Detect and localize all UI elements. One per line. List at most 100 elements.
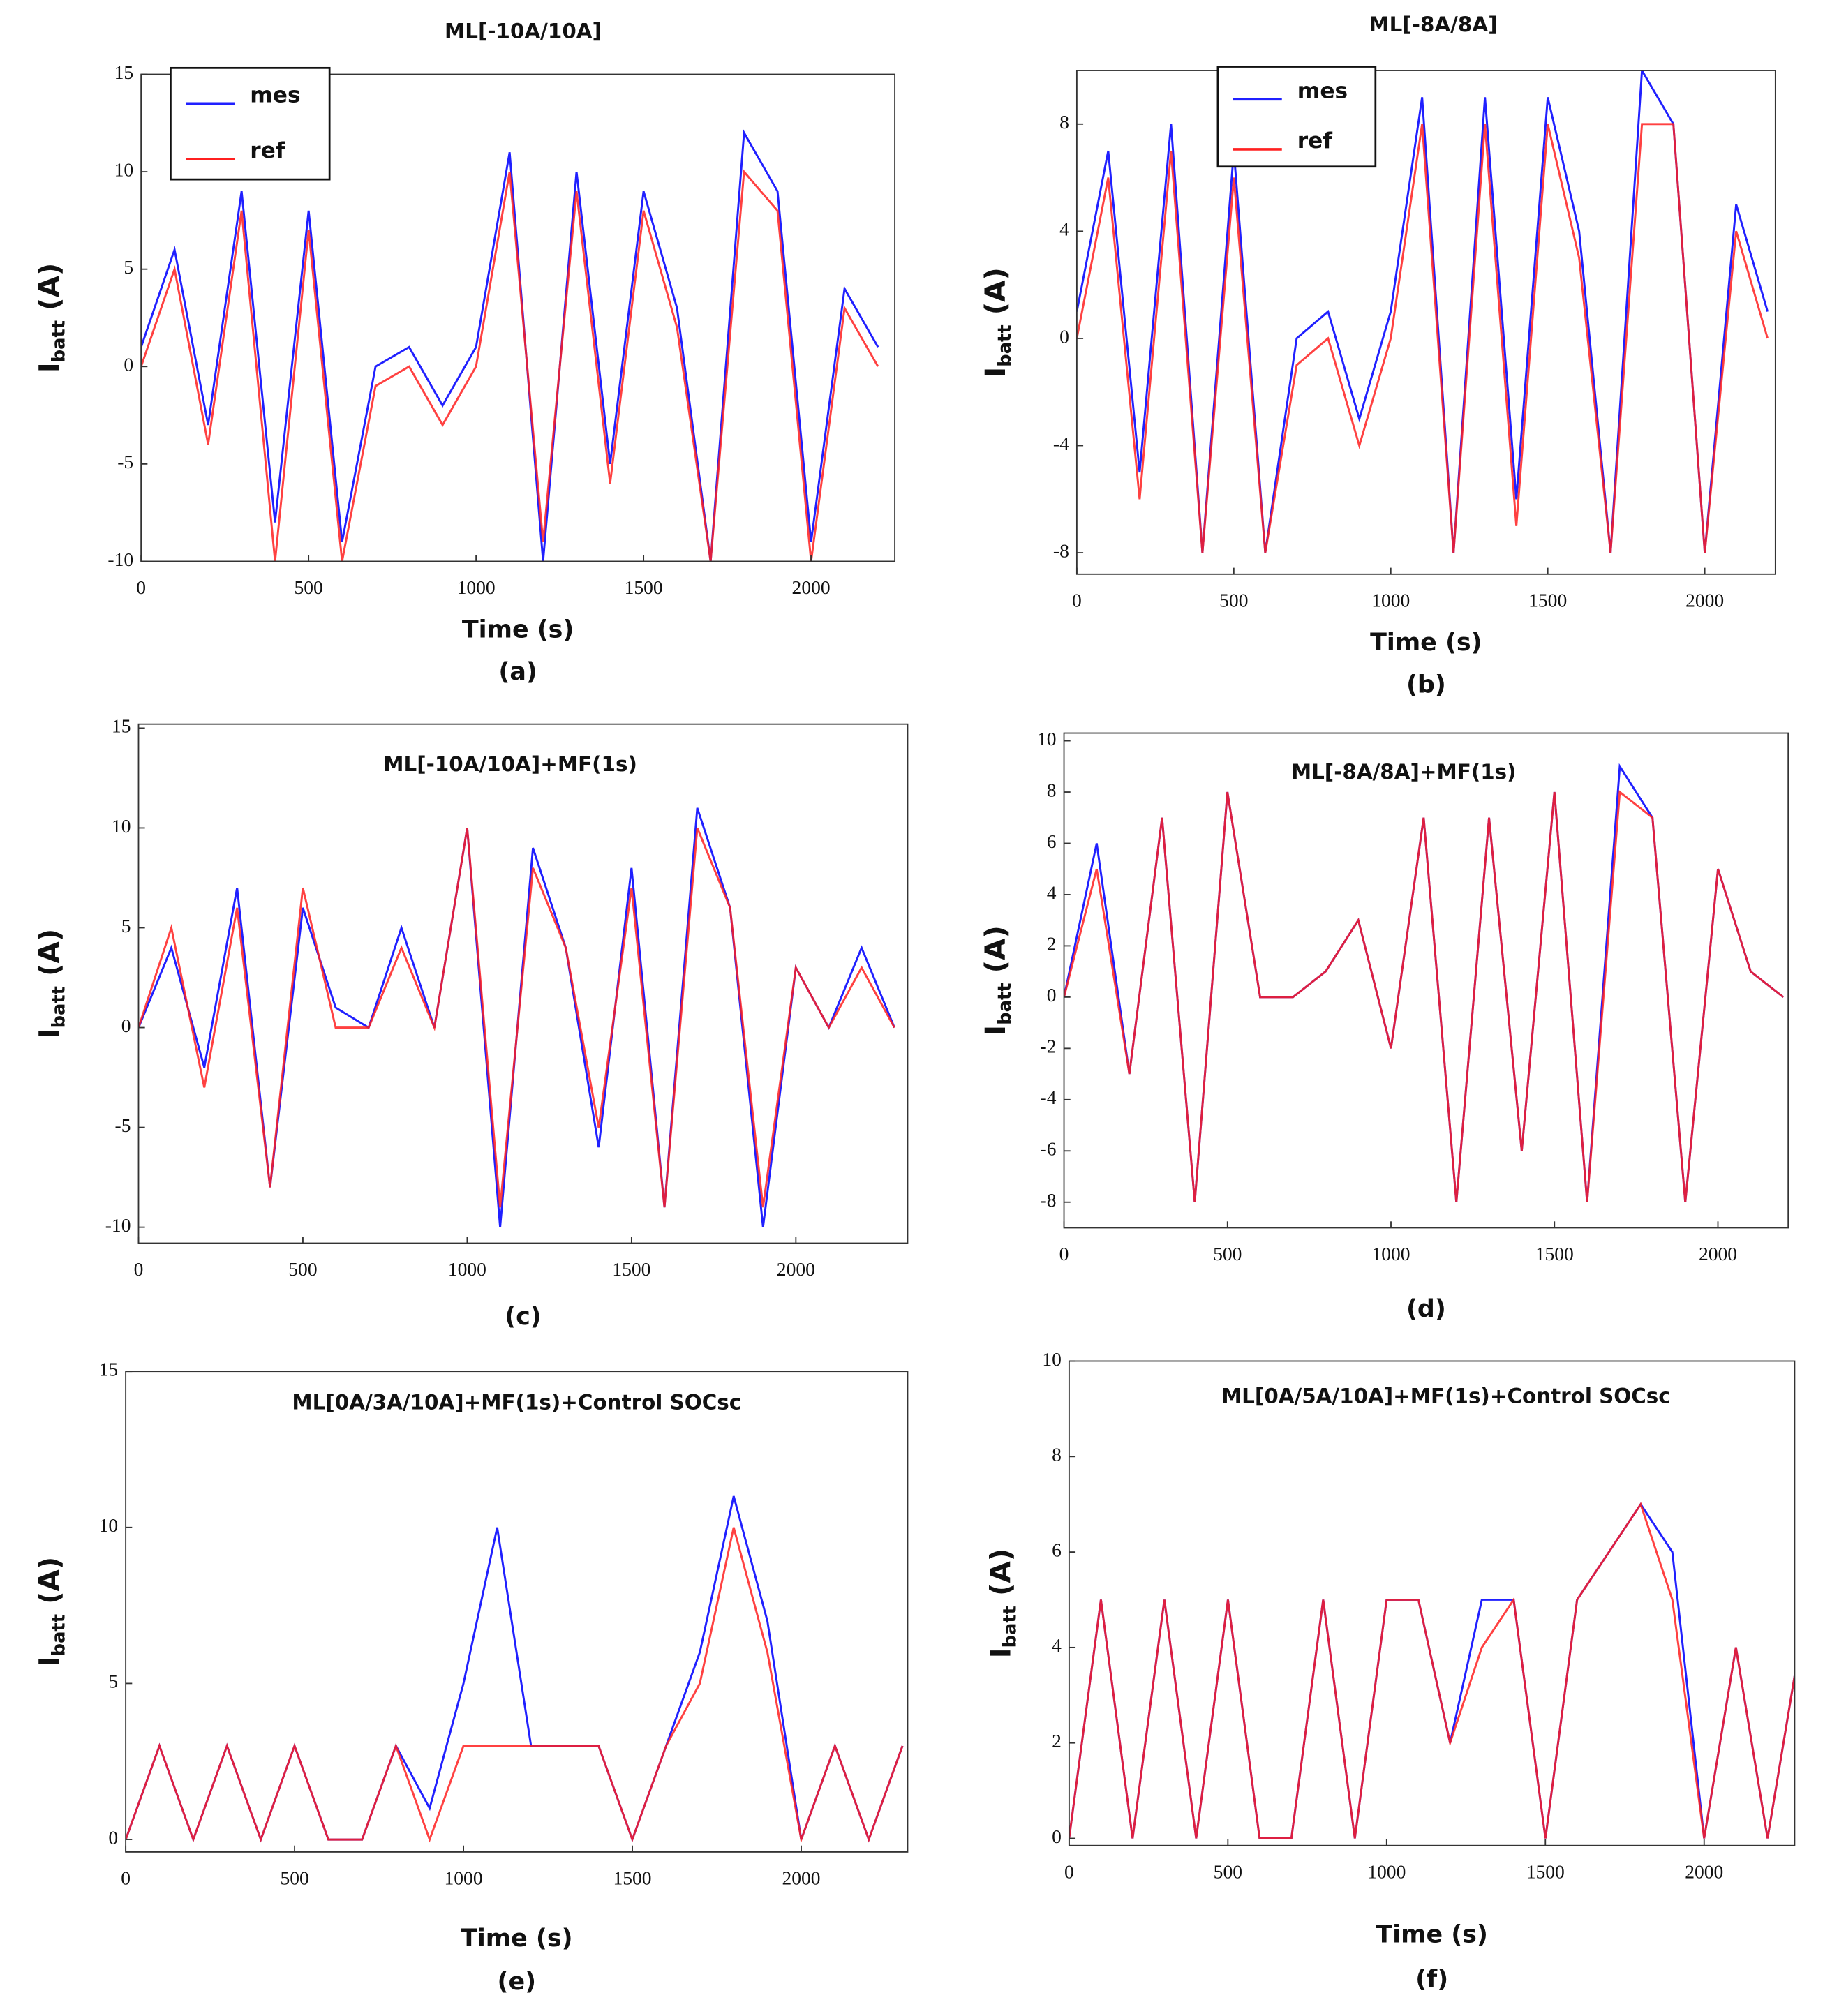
- y-label-unit: (A): [33, 1557, 66, 1614]
- x-tick-label: 0: [121, 1867, 131, 1889]
- axes-box: [1075, 70, 1776, 575]
- x-tick-label: 1000: [1367, 1860, 1406, 1882]
- legend-box: [170, 66, 331, 181]
- chart-title: ML[0A/5A/10A]+MF(1s)+Control SOCsc: [1221, 1384, 1671, 1408]
- chart-title: ML[0A/3A/10A]+MF(1s)+Control SOCsc: [292, 1391, 741, 1414]
- panel-label: (a): [498, 658, 537, 686]
- x-tick-label: 1000: [1371, 590, 1410, 611]
- y-tick-label: -10: [107, 548, 133, 570]
- x-tick-label: 500: [1219, 590, 1248, 611]
- x-axis-label: Time (s): [461, 1925, 573, 1952]
- y-tick-label: 15: [114, 61, 134, 83]
- y-tick-label: 10: [99, 1514, 119, 1536]
- chart-title: ML[-10A/10A]: [445, 19, 602, 43]
- axes-box: [140, 73, 896, 562]
- y-tick-label: 8: [1052, 1444, 1062, 1465]
- x-tick-label: 500: [288, 1258, 317, 1280]
- y-label-unit: (A): [33, 263, 66, 320]
- y-label-main: I: [33, 362, 66, 373]
- series-line: [141, 129, 879, 562]
- legend-label: mes: [250, 82, 300, 107]
- y-label-unit: (A): [33, 929, 66, 986]
- panel-label: (c): [505, 1303, 542, 1331]
- series-line: [1064, 790, 1785, 1202]
- y-tick-label: 0: [124, 354, 133, 375]
- series-line: [1076, 123, 1769, 553]
- series-line: [1076, 70, 1769, 553]
- y-label-sub: batt: [48, 1614, 69, 1656]
- x-tick-label: 0: [136, 576, 146, 598]
- y-axis-label: Ibatt (A): [33, 263, 70, 373]
- y-label-sub: batt: [995, 983, 1015, 1024]
- y-tick-label: 0: [1047, 984, 1057, 1006]
- panel-label: (d): [1406, 1295, 1446, 1323]
- panel-label: (e): [498, 1968, 537, 1996]
- y-tick-label: -10: [105, 1214, 131, 1236]
- y-tick-label: 10: [1037, 728, 1057, 749]
- x-tick-label: 0: [134, 1258, 144, 1280]
- x-tick-label: 500: [294, 576, 322, 598]
- y-tick-label: 6: [1047, 830, 1057, 852]
- chart-title: ML[-8A/8A]: [1369, 13, 1497, 36]
- y-tick-label: -6: [1041, 1138, 1057, 1160]
- x-tick-label: 500: [1213, 1243, 1242, 1264]
- y-label-main: I: [983, 1648, 1017, 1658]
- y-tick-label: 4: [1052, 1634, 1062, 1656]
- y-tick-label: -8: [1041, 1189, 1057, 1211]
- y-tick-label: 10: [1042, 1348, 1062, 1370]
- y-tick-label: 5: [124, 256, 133, 278]
- y-label-sub: batt: [48, 986, 69, 1028]
- axes-box: [1068, 1360, 1796, 1846]
- x-tick-label: 1500: [612, 1258, 650, 1280]
- chart-title: ML[-10A/10A]+MF(1s): [383, 752, 637, 776]
- y-axis-label: Ibatt (A): [978, 267, 1015, 378]
- y-tick-label: 4: [1047, 881, 1057, 903]
- y-axis-label: Ibatt (A): [983, 1548, 1020, 1659]
- panel-label: (b): [1406, 671, 1446, 699]
- y-tick-label: 0: [121, 1015, 131, 1036]
- x-tick-label: 2000: [792, 576, 831, 598]
- x-tick-label: 1500: [1526, 1860, 1565, 1882]
- x-tick-label: 1500: [613, 1867, 652, 1889]
- legend-label: ref: [1297, 128, 1333, 154]
- x-tick-label: 2000: [1699, 1243, 1737, 1264]
- y-label-main: I: [978, 367, 1012, 378]
- y-tick-label: -4: [1041, 1087, 1057, 1108]
- y-label-sub: batt: [999, 1606, 1020, 1648]
- x-axis-label: Time (s): [1376, 1920, 1488, 1948]
- x-tick-label: 2000: [782, 1867, 820, 1889]
- x-tick-label: 1000: [448, 1258, 486, 1280]
- legend-label: ref: [250, 138, 285, 163]
- y-tick-label: 4: [1059, 218, 1069, 240]
- x-tick-label: 2000: [777, 1258, 815, 1280]
- y-label-main: I: [33, 1656, 66, 1666]
- y-label-unit: (A): [978, 267, 1012, 324]
- series-line: [138, 807, 895, 1227]
- x-tick-label: 0: [1072, 590, 1082, 611]
- x-tick-label: 2000: [1685, 1860, 1723, 1882]
- y-label-unit: (A): [978, 925, 1012, 983]
- x-tick-label: 500: [280, 1867, 308, 1889]
- axes-box: [1063, 732, 1789, 1229]
- x-tick-label: 0: [1064, 1860, 1074, 1882]
- x-tick-label: 1500: [1528, 590, 1567, 611]
- y-tick-label: 15: [99, 1358, 119, 1380]
- chart-title: ML[-8A/8A]+MF(1s): [1291, 760, 1517, 784]
- y-label-main: I: [978, 1025, 1012, 1036]
- y-tick-label: 0: [1052, 1825, 1062, 1847]
- y-tick-label: 5: [108, 1671, 118, 1692]
- x-axis-label: Time (s): [1370, 629, 1482, 657]
- x-tick-label: 500: [1214, 1860, 1242, 1882]
- y-tick-label: -5: [117, 451, 133, 472]
- series-line: [1064, 763, 1785, 1202]
- x-tick-label: 0: [1059, 1243, 1069, 1264]
- y-tick-label: 8: [1047, 779, 1057, 800]
- y-tick-label: 15: [112, 715, 131, 737]
- y-tick-label: 10: [114, 158, 134, 180]
- legend-label: mes: [1297, 78, 1348, 103]
- x-tick-label: 2000: [1685, 590, 1724, 611]
- panel-label: (f): [1415, 1966, 1448, 1994]
- y-axis-label: Ibatt (A): [978, 925, 1015, 1036]
- series-line: [126, 1527, 904, 1844]
- x-tick-label: 1000: [1371, 1243, 1410, 1264]
